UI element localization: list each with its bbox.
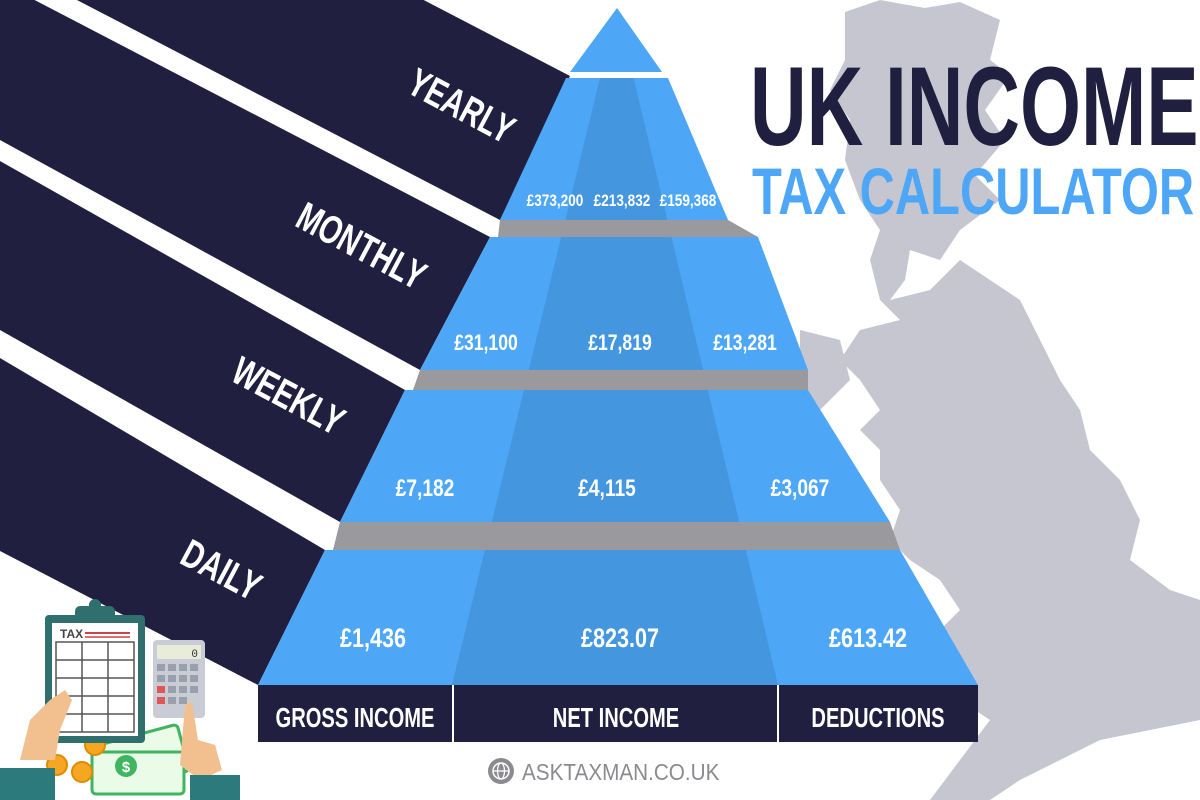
pyramid-cap bbox=[570, 8, 662, 72]
weekly-deductions: £3,067 bbox=[771, 474, 830, 502]
shelf-yearly bbox=[498, 220, 758, 237]
column-net-income: NET INCOME bbox=[553, 703, 679, 734]
footer-website[interactable]: ASKTAXMAN.CO.UK bbox=[488, 758, 720, 785]
column-deductions: DEDUCTIONS bbox=[811, 703, 944, 734]
weekly-gross: £7,182 bbox=[396, 474, 455, 502]
pyramid bbox=[258, 8, 978, 685]
svg-text:$: $ bbox=[122, 759, 131, 776]
shelf-weekly bbox=[333, 522, 900, 550]
clipboard-icon: TAX bbox=[45, 599, 145, 743]
yearly-deductions: £159,368 bbox=[660, 192, 717, 211]
stripe-weekly bbox=[0, 161, 405, 522]
hands-icon bbox=[0, 690, 240, 800]
stripe-monthly bbox=[0, 0, 490, 370]
weekly-net: £4,115 bbox=[578, 474, 636, 502]
monthly-gross: £31,100 bbox=[454, 331, 518, 355]
period-stripes bbox=[0, 0, 570, 685]
calculator-icon: 0 bbox=[153, 640, 205, 718]
tier-yearly-net-column bbox=[565, 78, 668, 220]
title-line-2: TAX CALCULATOR bbox=[752, 155, 1194, 229]
daily-net: £823.07 bbox=[581, 624, 659, 654]
title-line-1: UK INCOME bbox=[750, 44, 1199, 169]
ireland-map bbox=[800, 330, 850, 410]
tier-weekly-net-column bbox=[491, 390, 740, 522]
monthly-deductions: £13,281 bbox=[713, 331, 777, 355]
monthly-net: £17,819 bbox=[588, 331, 652, 355]
website-link[interactable]: ASKTAXMAN.CO.UK bbox=[522, 759, 720, 785]
uk-map bbox=[830, 0, 1200, 800]
shelf-monthly bbox=[413, 370, 808, 390]
daily-deductions: £613.42 bbox=[829, 624, 907, 654]
tier-monthly-net-column bbox=[528, 237, 704, 370]
clipboard-label: TAX bbox=[60, 627, 83, 641]
calculator-display: 0 bbox=[191, 649, 198, 661]
stripe-daily bbox=[0, 358, 325, 685]
tier-daily-net-column bbox=[452, 550, 778, 685]
column-gross-income: GROSS INCOME bbox=[276, 703, 435, 734]
daily-gross: £1,436 bbox=[340, 624, 406, 654]
tax-illustration: $ TAX 0 bbox=[0, 599, 240, 800]
yearly-net: £213,832 bbox=[594, 192, 651, 211]
stripe-yearly bbox=[76, 0, 570, 220]
globe-icon bbox=[488, 758, 514, 784]
column-header-bar: GROSS INCOME NET INCOME DEDUCTIONS bbox=[258, 685, 978, 742]
yearly-gross: £373,200 bbox=[527, 192, 584, 211]
